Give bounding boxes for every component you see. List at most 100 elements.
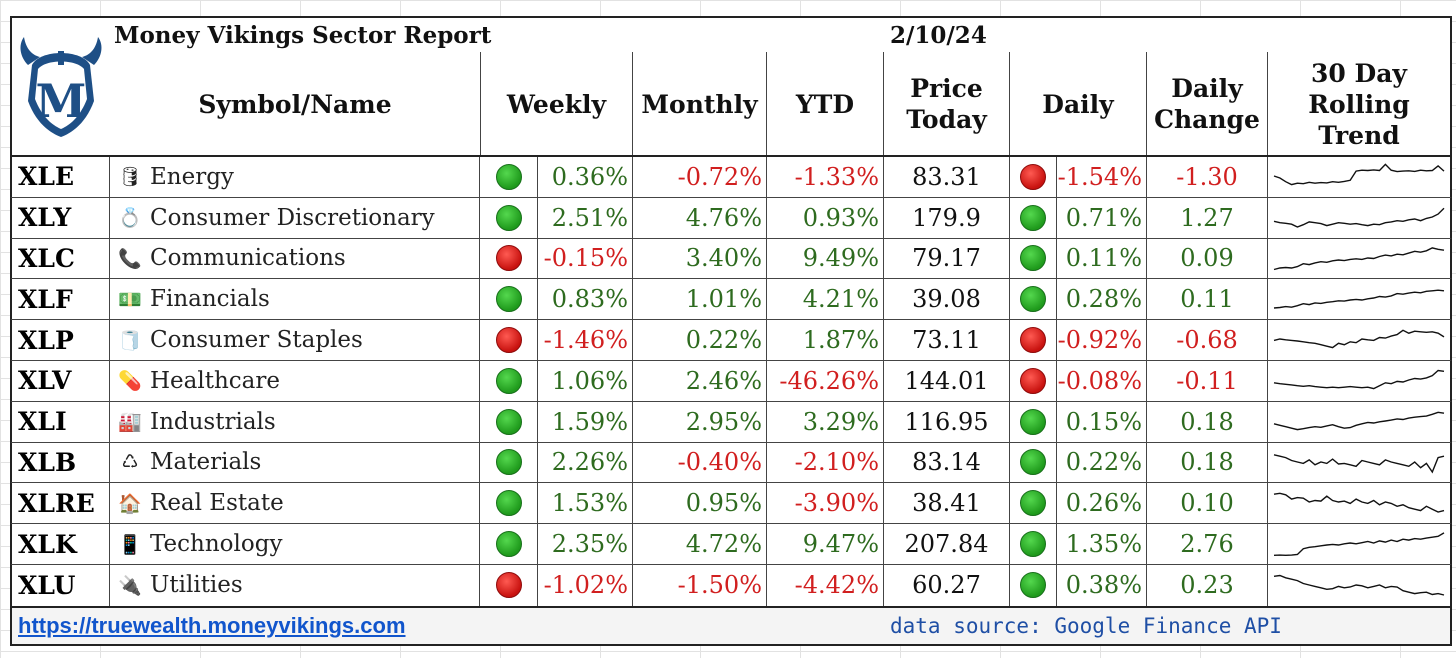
sector-label: Real Estate: [150, 490, 284, 517]
monthly-value: -1.50%: [633, 565, 767, 606]
monthly-value: 0.95%: [633, 483, 767, 525]
daily-change-value: 0.23: [1147, 565, 1268, 606]
green-circle-icon: [1020, 286, 1046, 313]
daily-change-value: 0.10: [1147, 483, 1268, 525]
sparkline-path: [1273, 329, 1445, 349]
sector-name-cell: 📞 Communications: [110, 238, 480, 280]
daily-change-value: 1.27: [1147, 197, 1268, 239]
daily-dot-cell: [1010, 565, 1057, 606]
green-circle-icon: [495, 408, 522, 435]
price-value: 179.9: [884, 197, 1010, 239]
logo-letter: M: [36, 74, 87, 128]
daily-value: 0.15%: [1057, 401, 1147, 443]
trend-sparkline-cell: [1268, 442, 1452, 484]
sparkline-path: [1273, 574, 1445, 596]
symbol-xli: XLI: [10, 401, 110, 443]
trend-sparkline: [1273, 453, 1445, 474]
telephone-icon: 📞: [118, 247, 142, 270]
price-value: 144.01: [884, 361, 1010, 402]
daily-value: -0.08%: [1057, 361, 1147, 402]
col-header-trend: 30 Day Rolling Trend: [1268, 52, 1452, 156]
daily-change-value: -1.30: [1147, 157, 1268, 198]
recycle-icon: ♺: [121, 451, 139, 474]
red-circle-icon: [495, 245, 522, 272]
header-divider: [10, 155, 1452, 157]
col-header-price: Price Today: [884, 52, 1010, 156]
truewealth-link[interactable]: https://truewealth.moneyvikings.com: [18, 613, 406, 638]
sparkline-path: [1273, 207, 1445, 228]
symbol-xlf: XLF: [10, 279, 110, 321]
symbol-xlp: XLP: [10, 320, 110, 361]
weekly-dot-cell: [480, 320, 538, 361]
sparkline-path: [1273, 246, 1445, 270]
daily-value: -1.54%: [1057, 157, 1147, 198]
factory-icon: 🏭: [118, 411, 142, 434]
price-value: 79.17: [884, 238, 1010, 280]
price-value: 83.14: [884, 442, 1010, 484]
price-value: 73.11: [884, 320, 1010, 361]
green-circle-icon: [495, 531, 522, 558]
toilet-paper-icon: 🧻: [118, 329, 142, 352]
green-circle-icon: [1020, 572, 1046, 599]
sector-label: Utilities: [150, 572, 243, 599]
sector-name-cell: 🏠 Real Estate: [110, 483, 480, 525]
electric-plug-icon: 🔌: [118, 574, 142, 597]
weekly-dot-cell: [480, 361, 538, 402]
sector-label: Energy: [150, 163, 234, 190]
symbol-xlb: XLB: [10, 442, 110, 484]
monthly-value: 0.22%: [633, 320, 767, 361]
ytd-value: 0.93%: [767, 197, 884, 239]
daily-dot-cell: [1010, 197, 1057, 239]
report-date: 2/10/24: [886, 16, 1012, 52]
sector-label: Materials: [150, 449, 262, 476]
ytd-value: 9.47%: [767, 524, 884, 565]
footer-source-cell: data source: Google Finance API: [480, 606, 1452, 646]
weekly-value: -1.46%: [538, 320, 633, 361]
sector-label: Technology: [150, 531, 283, 558]
logo-cell: M: [10, 16, 110, 156]
weekly-value: -0.15%: [538, 238, 633, 280]
monthly-value: 2.95%: [633, 401, 767, 443]
sector-label: Healthcare: [150, 367, 280, 394]
weekly-dot-cell: [480, 238, 538, 280]
price-value: 116.95: [884, 401, 1010, 443]
trend-sparkline-cell: [1268, 157, 1452, 198]
daily-change-value: -0.11: [1147, 361, 1268, 402]
trend-sparkline-cell: [1268, 483, 1452, 525]
daily-change-value: 2.76: [1147, 524, 1268, 565]
trend-sparkline-cell: [1268, 361, 1452, 402]
sector-label: Industrials: [150, 408, 276, 435]
weekly-value: 1.59%: [538, 401, 633, 443]
ytd-value: 9.49%: [767, 238, 884, 280]
green-circle-icon: [495, 286, 522, 313]
monthly-value: 3.40%: [633, 238, 767, 280]
sparkline-path: [1273, 532, 1445, 557]
sector-name-cell: 📱 Technology: [110, 524, 480, 565]
red-circle-icon: [1020, 163, 1046, 190]
viking-helmet-logo-icon: M: [20, 37, 102, 137]
trend-sparkline: [1273, 532, 1445, 557]
red-circle-icon: [495, 327, 522, 354]
sparkline-path: [1273, 411, 1445, 431]
sector-label: Financials: [150, 286, 270, 313]
trend-sparkline: [1273, 289, 1445, 310]
trend-sparkline: [1273, 492, 1445, 514]
weekly-value: 1.53%: [538, 483, 633, 525]
trend-sparkline: [1273, 369, 1445, 390]
daily-dot-cell: [1010, 524, 1057, 565]
daily-dot-cell: [1010, 320, 1057, 361]
sector-name-cell: 💊 Healthcare: [110, 361, 480, 402]
symbol-xlre: XLRE: [10, 483, 110, 525]
sector-name-cell: ♺ Materials: [110, 442, 480, 484]
weekly-value: 2.35%: [538, 524, 633, 565]
ytd-value: 3.29%: [767, 401, 884, 443]
green-circle-icon: [495, 163, 522, 190]
sparkline-path: [1273, 289, 1445, 310]
weekly-value: 0.36%: [538, 157, 633, 198]
symbol-xle: XLE: [10, 157, 110, 198]
trend-sparkline: [1273, 163, 1445, 186]
sparkline-path: [1273, 369, 1445, 390]
mobile-phone-icon: 📱: [118, 533, 142, 556]
daily-dot-cell: [1010, 483, 1057, 525]
trend-sparkline: [1273, 329, 1445, 349]
